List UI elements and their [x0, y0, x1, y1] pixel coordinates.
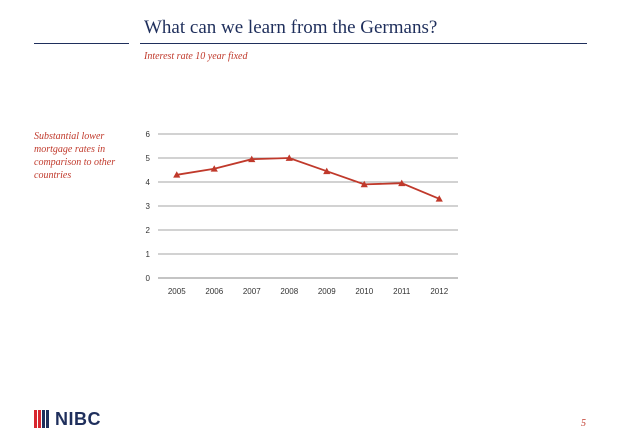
- x-tick-label: 2012: [430, 287, 448, 296]
- data-point-marker: [360, 180, 368, 188]
- side-note-line: mortgage rates in: [34, 144, 106, 155]
- y-tick-label: 1: [146, 250, 151, 259]
- x-tick-label: 2009: [318, 287, 336, 296]
- logo-mark-icon: [34, 410, 50, 428]
- chart-subtitle: Interest rate 10 year fixed: [144, 51, 248, 62]
- y-tick-label: 0: [146, 274, 151, 283]
- side-note-line: countries: [34, 170, 72, 181]
- y-tick-label: 4: [146, 178, 151, 187]
- x-tick-label: 2005: [168, 287, 186, 296]
- y-tick-label: 5: [146, 154, 151, 163]
- x-tick-label: 2008: [280, 287, 298, 296]
- logo-text: NIBC: [55, 409, 101, 429]
- data-point-marker: [210, 165, 218, 172]
- page-title: What can we learn from the Germans?: [144, 17, 438, 38]
- x-tick-label: 2010: [355, 287, 373, 296]
- data-point-marker: [285, 154, 293, 161]
- x-tick-label: 2006: [205, 287, 223, 296]
- data-point-marker: [173, 171, 181, 178]
- interest-rate-chart: 0 1 2 3 4 5 6 2005 2006 2007 2008 2009 2010 2011 2012: [146, 130, 458, 296]
- x-tick-label: 2011: [393, 287, 411, 296]
- data-point-marker: [323, 167, 331, 175]
- title-rule-right: [140, 43, 587, 44]
- y-tick-label: 6: [146, 130, 151, 139]
- title-rule-left: [34, 43, 129, 44]
- data-point-marker: [398, 179, 406, 187]
- y-tick-label: 2: [146, 226, 151, 235]
- x-tick-label: 2007: [243, 287, 261, 296]
- y-tick-label: 3: [146, 202, 151, 211]
- data-point-marker: [435, 195, 443, 202]
- data-point-marker: [248, 155, 256, 163]
- side-note: Substantial lower mortgage rates in comp…: [34, 130, 124, 182]
- nibc-logo: NIBC: [34, 408, 101, 430]
- side-note-line: comparison to other: [34, 157, 116, 168]
- page-number: 5: [581, 418, 586, 429]
- series-line: [176, 157, 440, 200]
- side-note-line: Substantial lower: [34, 131, 105, 142]
